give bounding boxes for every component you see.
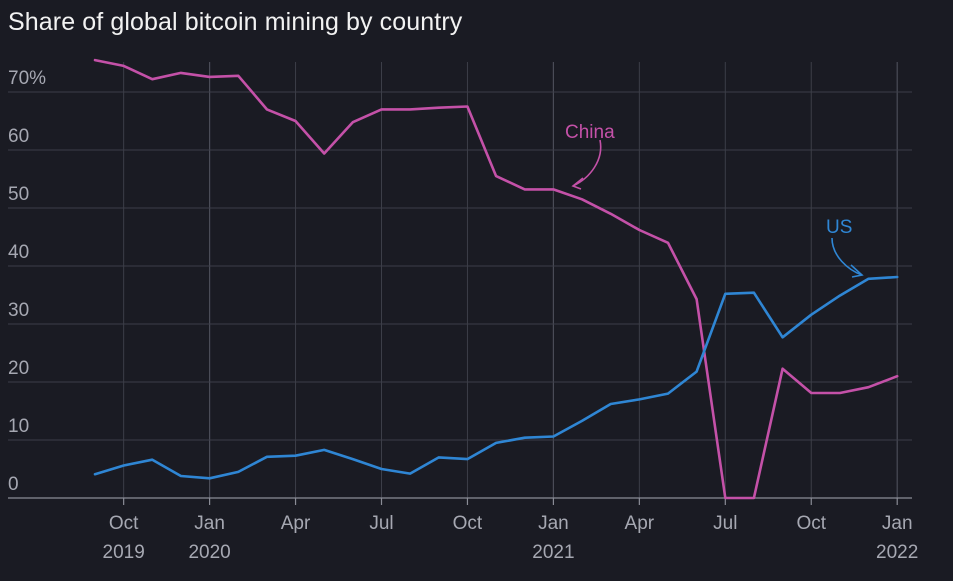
x-tick-label: Jan: [194, 513, 225, 534]
y-tick-label: 20: [8, 358, 29, 379]
y-tick-label: 10: [8, 416, 29, 437]
x-tick-label: Jan: [538, 513, 569, 534]
x-tick-label: Oct: [796, 513, 826, 534]
annotation-layer: China US: [565, 122, 864, 278]
series-line-us: [93, 275, 899, 480]
x-tick-label: Jan: [882, 513, 913, 534]
y-axis-labels: 0 10 20 30 40 50 60 70%: [8, 68, 46, 495]
x-year-label: 2020: [188, 542, 230, 563]
x-axis-labels: Oct 2019 Jan 2020 Apr Jul Oct Jan 2021 Apr Jul Oct J…: [103, 513, 919, 563]
annotation-label-china: China: [565, 122, 615, 143]
annotation-arrow-china: [572, 139, 602, 187]
grid-layer: [8, 62, 912, 505]
y-tick-label: 30: [8, 300, 29, 321]
x-tick-label: Apr: [625, 513, 655, 534]
y-tick-label: 60: [8, 126, 29, 147]
annotation-arrow-us: [831, 237, 863, 276]
y-tick-label: 70%: [8, 68, 46, 89]
x-year-label: 2019: [103, 542, 145, 563]
x-tick-label: Jul: [713, 513, 737, 534]
y-tick-label: 40: [8, 242, 29, 263]
x-tick-label: Oct: [453, 513, 483, 534]
annotation-label-us: US: [826, 217, 852, 238]
series-layer: [93, 58, 899, 500]
y-tick-label: 50: [8, 184, 29, 205]
x-tick-label: Oct: [109, 513, 139, 534]
chart-title: Share of global bitcoin mining by countr…: [8, 8, 463, 36]
x-year-label: 2021: [532, 542, 574, 563]
annotation-arrowhead-us: [850, 264, 864, 278]
annotation-arrowhead-china: [571, 177, 584, 190]
x-year-label: 2022: [876, 542, 918, 563]
series-line-china: [93, 58, 899, 500]
y-tick-label: 0: [8, 474, 19, 495]
x-tick-label: Apr: [281, 513, 311, 534]
x-tick-label: Jul: [369, 513, 393, 534]
